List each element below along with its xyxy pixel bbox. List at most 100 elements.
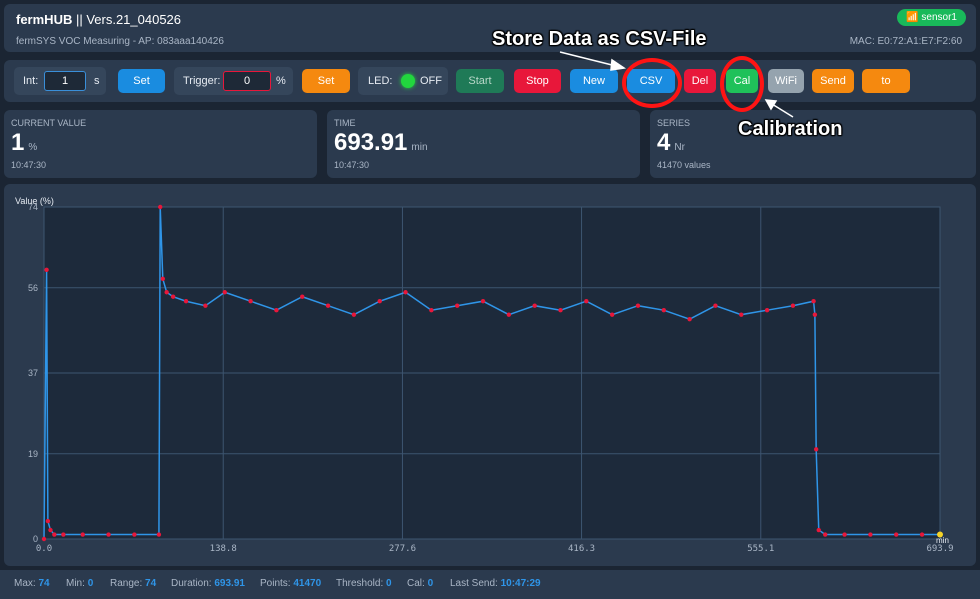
card-unit: Nr xyxy=(674,142,685,153)
data-point xyxy=(222,290,227,295)
card-value: 1 xyxy=(11,129,25,156)
send-to-button[interactable]: to xyxy=(862,69,910,93)
data-point xyxy=(764,307,770,313)
max-value: 74 xyxy=(38,578,50,589)
data-point xyxy=(41,536,47,542)
wifi-icon: 📶 xyxy=(906,12,922,23)
data-point xyxy=(919,532,925,537)
duration-value: 693.91 xyxy=(214,578,245,589)
y-tick-label: 74 xyxy=(28,202,38,212)
y-axis-label: Value (%) xyxy=(15,196,54,206)
trigger-unit: % xyxy=(276,75,286,87)
interval-input[interactable]: 1 xyxy=(44,71,86,91)
data-point xyxy=(937,531,943,538)
series-number: 4 Nr xyxy=(657,129,685,157)
data-point xyxy=(300,294,305,299)
led-label: LED: xyxy=(368,75,393,87)
range-value: 74 xyxy=(145,578,157,589)
data-point xyxy=(455,303,460,308)
data-point xyxy=(44,267,49,273)
data-point xyxy=(156,532,162,537)
cal-value: 0 xyxy=(427,578,434,589)
data-point xyxy=(377,299,382,304)
data-point xyxy=(868,532,873,537)
elapsed-time: 693.91 min xyxy=(334,129,428,157)
data-point xyxy=(170,294,176,299)
data-point xyxy=(480,299,486,304)
range-label: Range: xyxy=(110,578,143,589)
data-point xyxy=(813,447,819,452)
led-state: OFF xyxy=(420,75,442,87)
app-name: fermHUB xyxy=(16,12,73,27)
trigger-input[interactable]: 0 xyxy=(223,71,271,91)
data-point xyxy=(325,303,331,308)
app-title: fermHUB || Vers.21_040526 xyxy=(16,12,181,27)
x-tick-label: 693.9 xyxy=(926,544,953,554)
data-point xyxy=(584,299,589,304)
current-value-card: CURRENT VALUE 1% 10:47:30 xyxy=(4,110,317,178)
x-tick-label: 0.0 xyxy=(36,544,52,554)
data-point xyxy=(558,307,563,313)
y-tick-label: 0 xyxy=(33,534,38,544)
threshold-value: 0 xyxy=(386,578,392,589)
sensor-badge-label: sensor1 xyxy=(921,12,957,23)
csv-highlight-circle xyxy=(622,58,682,108)
controls-bar: Int: 1 s Set Trigger: 0 % Set LED: OFF S… xyxy=(4,60,976,102)
interval-unit: s xyxy=(94,75,100,87)
interval-label: Int: xyxy=(23,75,39,87)
card-unit: min xyxy=(411,142,428,153)
data-point xyxy=(351,312,357,317)
data-point xyxy=(429,307,434,313)
data-point xyxy=(183,299,189,304)
voc-chart[interactable]: 0 19 37 56 74 0.0 138.8 277.6 416.3 555.1 693.9 Val… xyxy=(4,184,976,566)
app-version: || Vers.21_040526 xyxy=(72,12,182,27)
data-point xyxy=(45,518,51,524)
stop-button[interactable]: Stop xyxy=(514,69,561,93)
set-interval-button[interactable]: Set xyxy=(118,69,165,93)
cal-label: Cal: xyxy=(407,578,425,589)
set-trigger-button[interactable]: Set xyxy=(302,69,350,93)
delete-button[interactable]: Del xyxy=(684,69,716,93)
data-point xyxy=(532,303,537,308)
current-value: 1% xyxy=(11,129,37,157)
data-point xyxy=(48,527,53,533)
send-button[interactable]: Send xyxy=(812,69,854,93)
data-point xyxy=(739,312,744,317)
data-point xyxy=(160,276,165,281)
card-label: SERIES xyxy=(657,118,691,128)
data-point xyxy=(842,532,847,537)
data-point xyxy=(894,532,899,537)
cal-highlight-circle xyxy=(720,56,764,112)
series-values-count: 41470 values xyxy=(657,160,711,170)
points-value: 41470 xyxy=(293,578,322,589)
new-button[interactable]: New xyxy=(570,69,618,93)
series-card: SERIES 4 Nr 41470 values xyxy=(650,110,976,178)
chart-panel: 0 19 37 56 74 0.0 138.8 277.6 416.3 555.1 693.9 Val… xyxy=(4,184,976,566)
card-value: 693.91 xyxy=(334,129,408,156)
csv-annotation: Store Data as CSV-File xyxy=(492,28,707,50)
data-point xyxy=(158,204,163,210)
led-group: LED: OFF xyxy=(358,67,448,95)
data-point xyxy=(506,312,512,317)
wifi-button[interactable]: WiFi xyxy=(768,69,804,93)
data-point xyxy=(203,303,208,308)
start-button[interactable]: Start xyxy=(456,69,504,93)
led-indicator-icon[interactable] xyxy=(401,74,415,88)
points-label: Points: xyxy=(260,578,291,589)
card-label: TIME xyxy=(334,118,356,128)
y-tick-label: 19 xyxy=(28,449,38,459)
y-tick-label: 56 xyxy=(28,283,38,293)
x-axis-unit: min xyxy=(936,536,949,545)
data-point xyxy=(609,312,615,317)
card-value: 4 xyxy=(657,129,671,156)
last-send-label: Last Send: xyxy=(450,578,498,589)
data-point xyxy=(52,532,57,537)
data-point xyxy=(823,532,828,537)
card-timestamp: 10:47:30 xyxy=(11,160,47,170)
trigger-group: Trigger: 0 % xyxy=(174,67,293,95)
data-point xyxy=(80,532,85,537)
interval-group: Int: 1 s xyxy=(14,67,106,95)
time-card: TIME 693.91 min 10:47:30 xyxy=(327,110,640,178)
sensor-badge[interactable]: 📶 sensor1 xyxy=(897,9,966,26)
data-point xyxy=(687,316,692,322)
